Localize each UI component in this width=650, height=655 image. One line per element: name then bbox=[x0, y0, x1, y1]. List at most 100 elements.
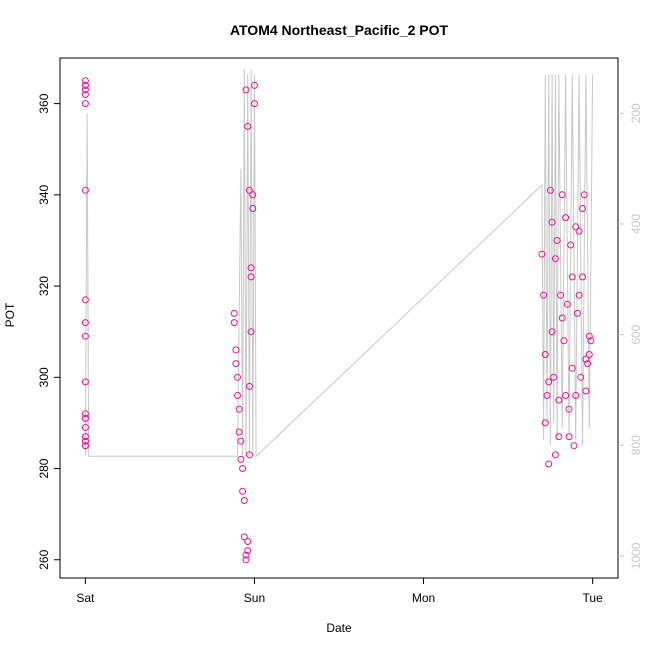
y-axis-label: POT bbox=[3, 302, 17, 327]
data-point bbox=[81, 77, 89, 85]
data-point bbox=[546, 186, 554, 194]
data-point bbox=[239, 465, 247, 472]
data-point bbox=[582, 355, 590, 363]
data-point bbox=[81, 378, 89, 386]
x-tick-label: Mon bbox=[412, 591, 435, 605]
data-point bbox=[568, 364, 576, 372]
data-point bbox=[251, 81, 258, 89]
data-point bbox=[81, 332, 89, 340]
data-point bbox=[545, 378, 553, 386]
data-point bbox=[244, 547, 252, 555]
y2-tick-label: 200 bbox=[629, 103, 643, 123]
y-tick-label: 260 bbox=[37, 549, 51, 569]
data-point bbox=[563, 300, 571, 308]
data-point bbox=[543, 392, 551, 399]
data-point bbox=[555, 433, 563, 441]
data-point bbox=[81, 437, 89, 445]
data-point bbox=[579, 273, 586, 281]
x-tick-label: Sat bbox=[76, 591, 95, 605]
data-point bbox=[560, 337, 568, 345]
data-point bbox=[230, 319, 238, 327]
chart-title: ATOM4 Northeast_Pacific_2 POT bbox=[230, 22, 449, 38]
data-point bbox=[568, 273, 576, 281]
y2-tick-label: 400 bbox=[629, 214, 643, 234]
data-point bbox=[239, 487, 247, 495]
depth-line bbox=[84, 69, 594, 458]
data-point bbox=[232, 346, 240, 354]
data-point bbox=[573, 309, 581, 317]
data-point bbox=[540, 291, 548, 299]
data-point bbox=[235, 405, 243, 413]
data-point bbox=[247, 273, 255, 281]
x-axis-label: Date bbox=[326, 621, 352, 635]
data-point bbox=[245, 382, 253, 390]
data-point bbox=[244, 538, 252, 545]
data-point bbox=[81, 81, 89, 89]
data-point bbox=[587, 337, 595, 345]
y2-tick-label: 800 bbox=[629, 435, 643, 455]
y-tick-label: 340 bbox=[37, 185, 51, 205]
data-point bbox=[551, 451, 559, 459]
data-point bbox=[242, 556, 250, 564]
x-tick-label: Tue bbox=[583, 591, 604, 605]
data-point bbox=[81, 442, 89, 450]
data-point bbox=[558, 191, 566, 199]
data-point bbox=[81, 100, 89, 108]
data-point bbox=[81, 186, 89, 194]
data-point bbox=[550, 373, 558, 381]
data-point bbox=[234, 373, 241, 381]
data-point bbox=[240, 533, 248, 541]
line-series bbox=[84, 69, 594, 458]
data-point bbox=[565, 405, 573, 413]
plot-frame bbox=[59, 57, 619, 579]
data-point bbox=[232, 360, 240, 368]
data-point bbox=[245, 451, 253, 459]
data-point bbox=[245, 186, 253, 194]
data-point bbox=[230, 309, 238, 317]
data-point bbox=[553, 237, 561, 244]
point-series bbox=[81, 77, 595, 564]
data-point bbox=[572, 223, 580, 231]
data-point bbox=[249, 205, 257, 212]
data-point bbox=[81, 86, 89, 94]
data-point bbox=[548, 218, 556, 226]
data-point bbox=[548, 328, 556, 336]
data-point bbox=[251, 100, 258, 108]
data-point bbox=[249, 191, 257, 199]
data-point bbox=[240, 497, 248, 504]
data-point bbox=[81, 91, 89, 98]
data-point bbox=[541, 419, 549, 427]
data-point bbox=[567, 241, 575, 249]
x-tick-label: Sun bbox=[244, 591, 265, 605]
data-point bbox=[551, 255, 559, 263]
data-point bbox=[242, 551, 250, 559]
data-point bbox=[584, 360, 592, 368]
data-point bbox=[585, 332, 593, 340]
data-point bbox=[545, 460, 553, 468]
data-point bbox=[541, 351, 549, 358]
data-point bbox=[570, 442, 578, 450]
data-point bbox=[247, 328, 255, 336]
data-point bbox=[242, 86, 250, 94]
data-point bbox=[582, 387, 590, 395]
data-point bbox=[579, 205, 586, 212]
data-point bbox=[580, 191, 588, 199]
data-point bbox=[572, 392, 580, 399]
y-tick-label: 280 bbox=[37, 458, 51, 478]
data-point bbox=[555, 396, 563, 404]
y-tick-label: 300 bbox=[37, 367, 51, 387]
data-point bbox=[575, 291, 583, 299]
data-point bbox=[562, 392, 570, 399]
data-point bbox=[234, 392, 241, 399]
y2-tick-label: 600 bbox=[629, 324, 643, 344]
data-point bbox=[237, 437, 245, 445]
y-tick-label: 360 bbox=[37, 93, 51, 113]
data-point bbox=[237, 455, 245, 463]
data-point bbox=[81, 433, 89, 441]
data-point bbox=[81, 296, 89, 304]
data-point bbox=[538, 250, 546, 258]
data-point bbox=[244, 122, 252, 130]
data-point bbox=[81, 414, 89, 422]
data-point bbox=[562, 214, 570, 222]
